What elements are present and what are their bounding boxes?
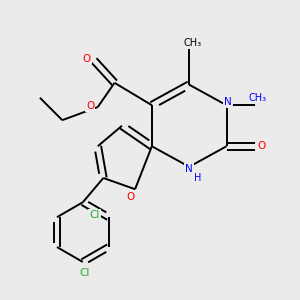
Text: O: O — [127, 192, 135, 203]
Text: N: N — [185, 164, 193, 174]
Text: H: H — [194, 173, 201, 183]
Text: O: O — [86, 101, 94, 111]
Text: N: N — [224, 97, 232, 107]
Text: O: O — [257, 141, 266, 151]
Text: O: O — [82, 54, 91, 64]
Text: CH₃: CH₃ — [248, 94, 267, 103]
Text: Cl: Cl — [79, 268, 89, 278]
Text: Cl: Cl — [89, 210, 100, 220]
Text: CH₃: CH₃ — [183, 38, 201, 47]
